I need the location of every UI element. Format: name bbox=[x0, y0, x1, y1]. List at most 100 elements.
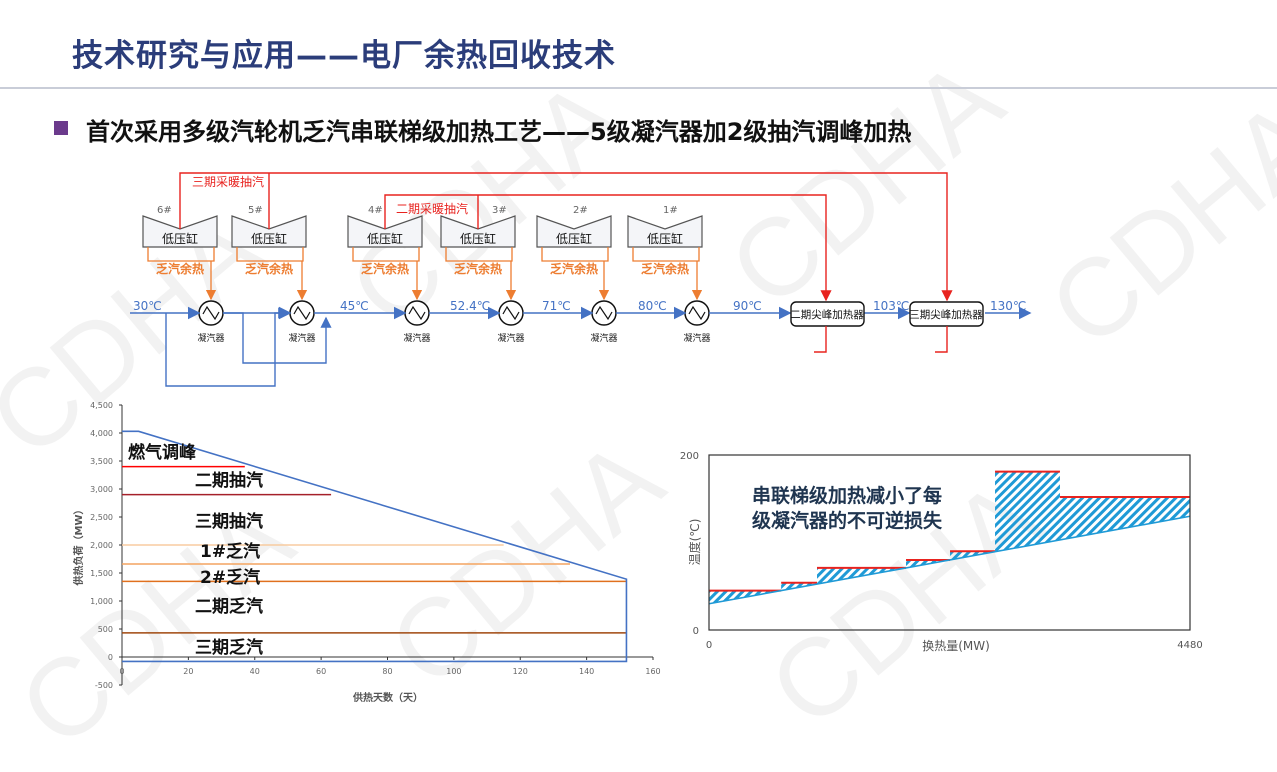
x-tick-label: 4480 bbox=[1177, 640, 1202, 651]
x-tick-label: 0 bbox=[706, 640, 712, 651]
x-tick-label: 60 bbox=[316, 667, 326, 676]
exhaust-heat-label: 乏汽余热 bbox=[245, 261, 293, 276]
turbine-number: 1# bbox=[663, 205, 678, 216]
y-tick-label: 200 bbox=[680, 451, 699, 462]
turbine-label: 低压缸 bbox=[251, 231, 287, 246]
peak-heater-box bbox=[790, 301, 865, 327]
x-axis-title: 供热天数（天） bbox=[352, 691, 423, 704]
slide-subtitle: 首次采用多级汽轮机乏汽串联梯级加热工艺——5级凝汽器加2级抽汽调峰加热 bbox=[86, 118, 912, 146]
temperature-label: 80℃ bbox=[638, 299, 667, 313]
condenser-label: 凝汽器 bbox=[288, 332, 315, 344]
condenser-coil-icon bbox=[202, 305, 220, 321]
y-tick-label: 3,000 bbox=[90, 485, 113, 494]
x-tick-label: 80 bbox=[382, 667, 392, 676]
temperature-label: 71℃ bbox=[542, 299, 571, 313]
x-tick-label: 20 bbox=[183, 667, 193, 676]
condenser-coil-icon bbox=[502, 305, 520, 321]
y-tick-label: 4,000 bbox=[90, 429, 113, 438]
x-tick-label: 40 bbox=[250, 667, 260, 676]
loss-area bbox=[995, 471, 1060, 552]
title-divider bbox=[0, 87, 1277, 89]
region-label: 二期乏汽 bbox=[195, 596, 263, 617]
x-tick-label: 120 bbox=[513, 667, 528, 676]
chart-annotation: 串联梯级加热减小了每 级凝汽器的不可逆损失 bbox=[752, 484, 942, 534]
turbine-casing bbox=[231, 215, 307, 248]
turbine-label: 低压缸 bbox=[367, 231, 403, 246]
y-tick-label: 500 bbox=[98, 625, 113, 634]
water-temp-line bbox=[708, 515, 1191, 605]
exhaust-heat-label: 乏汽余热 bbox=[361, 261, 409, 276]
condenser-label: 凝汽器 bbox=[403, 332, 430, 344]
turbine-casing bbox=[536, 215, 612, 248]
exhaust-pipe bbox=[352, 247, 420, 262]
condenser-coil-icon bbox=[293, 305, 311, 321]
turbine-casing bbox=[627, 215, 703, 248]
extraction-steam-line bbox=[179, 172, 953, 302]
y-axis-title: 供热负荷（MW） bbox=[72, 505, 85, 587]
load-curve bbox=[122, 430, 628, 663]
exhaust-heat-label: 乏汽余热 bbox=[550, 261, 598, 276]
y-axis-title: 温度(℃) bbox=[687, 519, 702, 566]
x-tick-label: 0 bbox=[119, 667, 124, 676]
exhaust-pipe bbox=[445, 247, 513, 262]
x-tick-label: 160 bbox=[645, 667, 660, 676]
turbine-number: 3# bbox=[492, 205, 507, 216]
turbine-number: 5# bbox=[248, 205, 263, 216]
condenser-coil-icon bbox=[408, 305, 426, 321]
y-tick-label: 0 bbox=[108, 653, 113, 662]
y-tick-label: 0 bbox=[693, 626, 699, 637]
y-tick-label: 3,500 bbox=[90, 457, 113, 466]
temperature-label: 103℃ bbox=[873, 299, 909, 313]
drain-line bbox=[814, 326, 827, 353]
exhaust-pipe bbox=[632, 247, 700, 262]
annotation-line-1: 串联梯级加热减小了每 bbox=[752, 485, 943, 507]
drain-line bbox=[935, 326, 948, 353]
x-tick-label: 100 bbox=[446, 667, 461, 676]
y-tick-label: -500 bbox=[95, 681, 113, 690]
extraction-label-2: 二期采暖抽汽 bbox=[396, 201, 468, 216]
turbine-casing bbox=[347, 215, 423, 248]
turbine-number: 2# bbox=[573, 205, 588, 216]
plot-frame bbox=[708, 454, 1191, 631]
y-tick-label: 1,500 bbox=[90, 569, 113, 578]
region-label: 燃气调峰 bbox=[128, 442, 197, 463]
loss-area bbox=[1059, 497, 1190, 540]
bypass-pipe bbox=[165, 307, 290, 387]
turbine-casing bbox=[142, 215, 218, 248]
temperature-label: 130℃ bbox=[990, 299, 1026, 313]
extraction-steam-line bbox=[384, 194, 832, 302]
region-label: 1#乏汽 bbox=[200, 541, 260, 562]
temperature-label: 52.4℃ bbox=[450, 299, 490, 313]
y-tick-label: 1,000 bbox=[90, 597, 113, 606]
peak-heater-label: 二期尖峰加热器 bbox=[790, 308, 864, 321]
x-tick-label: 140 bbox=[579, 667, 594, 676]
exhaust-pipe bbox=[236, 247, 304, 262]
y-tick-label: 2,500 bbox=[90, 513, 113, 522]
condenser-label: 凝汽器 bbox=[590, 332, 617, 344]
bullet-square-icon bbox=[54, 121, 68, 135]
temperature-heat-chart: 200 00 4480 换热量(MW) 温度(℃) bbox=[680, 451, 1203, 653]
exhaust-heat-label: 乏汽余热 bbox=[156, 261, 204, 276]
heat-load-duration-chart: -500 0 500 1,000 1,500 2,000 2,500 3,000 3,500 4,… bbox=[72, 401, 661, 704]
region-label: 三期乏汽 bbox=[195, 637, 263, 658]
exhaust-pipe bbox=[541, 247, 609, 262]
page-title: 技术研究与应用——电厂余热回收技术 bbox=[72, 38, 616, 74]
temperature-label: 30℃ bbox=[133, 299, 162, 313]
turbine-number: 4# bbox=[368, 205, 383, 216]
turbine-label: 低压缸 bbox=[162, 231, 198, 246]
turbine-casing bbox=[440, 215, 516, 248]
x-axis-title: 换热量(MW) bbox=[922, 639, 990, 653]
region-label: 二期抽汽 bbox=[195, 470, 263, 491]
exhaust-heat-label: 乏汽余热 bbox=[641, 261, 689, 276]
exhaust-heat-label: 乏汽余热 bbox=[454, 261, 502, 276]
bypass-pipe bbox=[223, 312, 332, 364]
temperature-label: 90℃ bbox=[733, 299, 762, 313]
turbine-label: 低压缸 bbox=[460, 231, 496, 246]
y-tick-label: 2,000 bbox=[90, 541, 113, 550]
turbine-number: 6# bbox=[157, 205, 172, 216]
condenser-coil-icon bbox=[595, 305, 613, 321]
peak-heater-label: 三期尖峰加热器 bbox=[909, 308, 983, 321]
region-label: 三期抽汽 bbox=[195, 511, 263, 532]
loss-area bbox=[709, 590, 782, 604]
